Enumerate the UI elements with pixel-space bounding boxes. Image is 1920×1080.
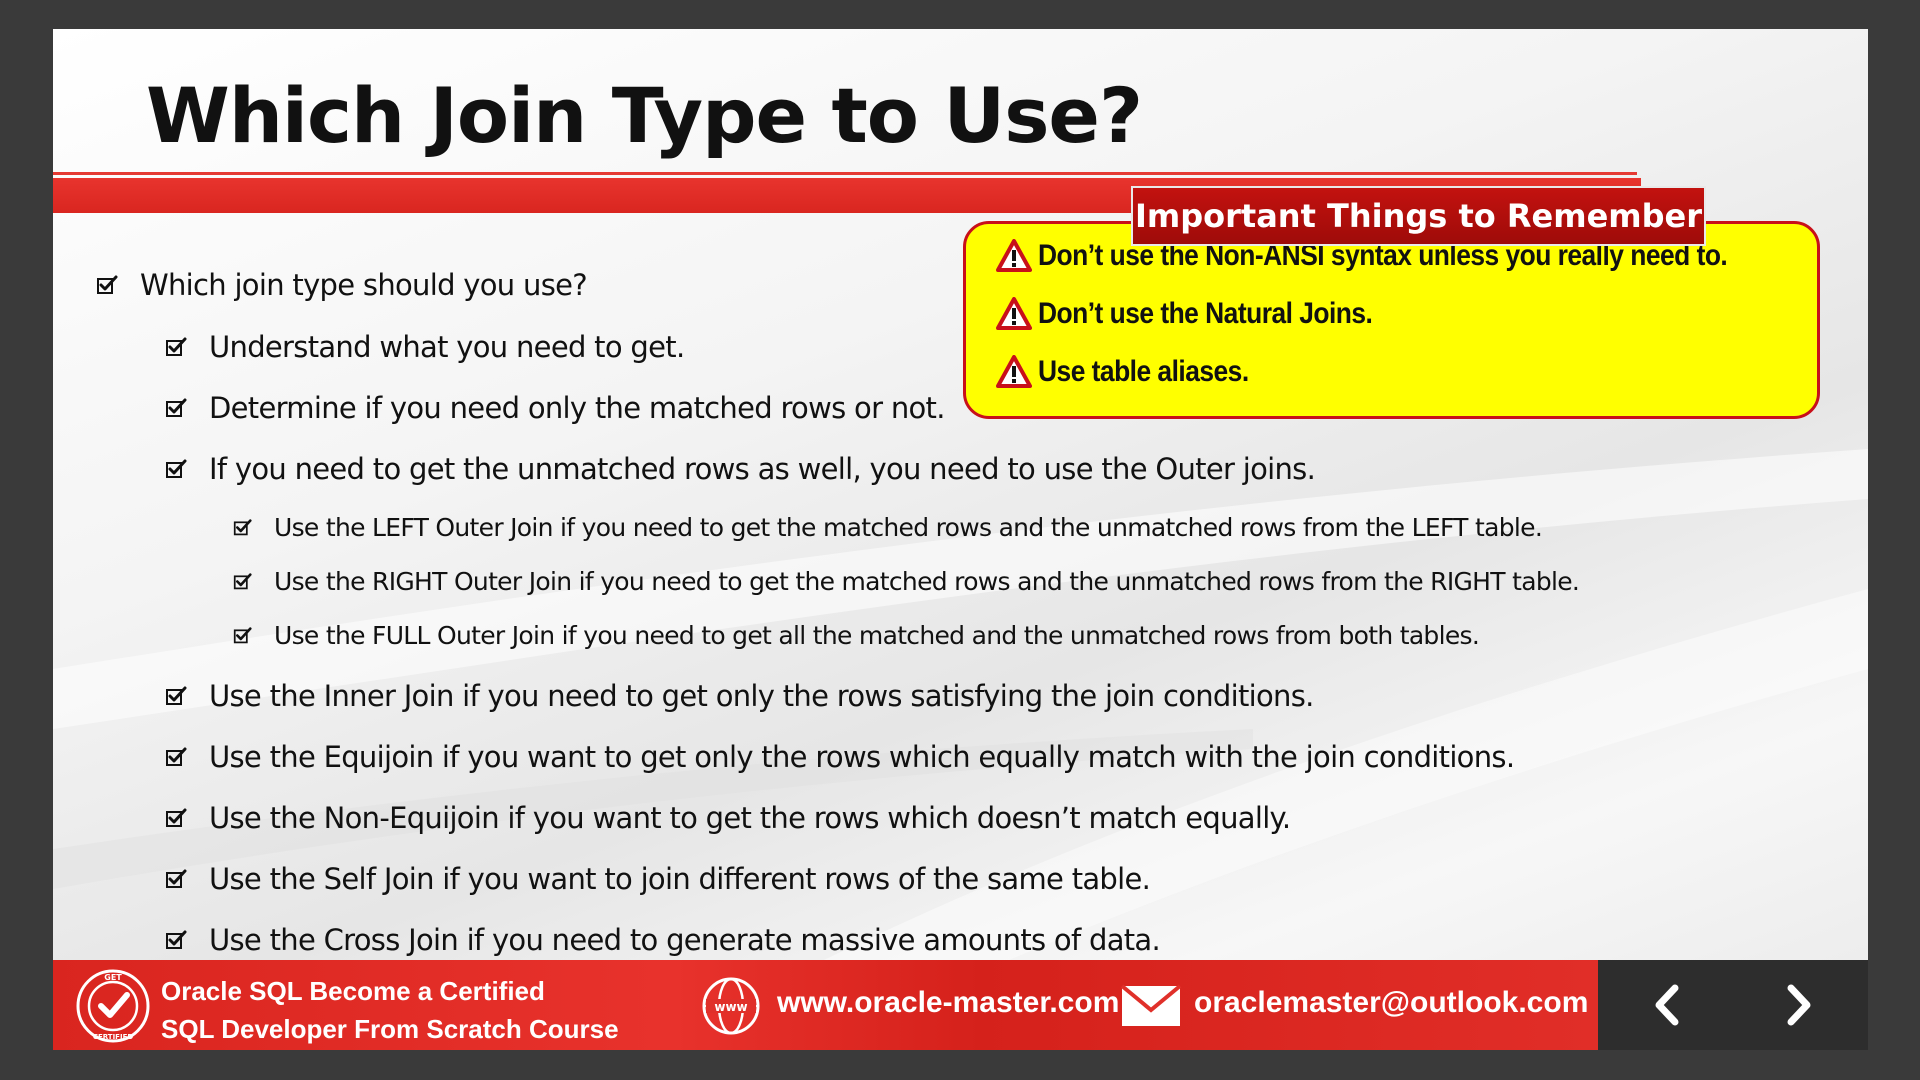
bullet-item-level-2: Use the Non-Equijoin if you want to get … [165, 794, 1291, 842]
background-swoosh [53, 449, 1868, 1050]
bullet-item-level-3: Use the LEFT Outer Join if you need to g… [233, 506, 1543, 548]
bullet-text: Understand what you need to get. [209, 330, 685, 364]
bullet-text: If you need to get the unmatched rows as… [209, 452, 1316, 486]
checkbox-icon [166, 459, 187, 478]
checkbox-icon [233, 572, 252, 589]
bullet-text: Use the RIGHT Outer Join if you need to … [274, 566, 1580, 596]
bullet-text: Determine if you need only the matched r… [209, 391, 945, 425]
course-line-2: SQL Developer From Scratch Course [161, 1014, 619, 1044]
bullet-item-level-2: Use the Inner Join if you need to get on… [165, 672, 1314, 720]
bullet-item-level-3: Use the FULL Outer Join if you need to g… [233, 614, 1480, 656]
callout-item-text: Use table aliases. [1038, 355, 1249, 388]
warning-icon [996, 239, 1032, 272]
bullet-text: Use the Inner Join if you need to get on… [209, 679, 1314, 713]
globe-label: www [714, 1000, 747, 1014]
bullet-text: Which join type should you use? [140, 268, 588, 302]
bullet-item-level-2: Use the Equijoin if you want to get only… [165, 733, 1515, 781]
checkbox-icon [166, 398, 187, 417]
badge-bottom-text: CERTIFIED [93, 1033, 134, 1041]
course-title: Oracle SQL Become a Certified SQL Develo… [161, 972, 619, 1048]
warning-icon [996, 297, 1032, 330]
bullet-text: Use the FULL Outer Join if you need to g… [274, 620, 1480, 650]
title-underline-thin [53, 172, 1637, 175]
footer-nav-area [1598, 960, 1868, 1050]
checkbox-icon [166, 747, 187, 766]
bullet-text: Use the Cross Join if you need to genera… [209, 923, 1161, 957]
next-slide-button[interactable] [1773, 980, 1823, 1030]
checkbox-icon [166, 808, 187, 827]
callout-item: Use table aliases. [996, 350, 1277, 394]
checkbox-icon [166, 337, 187, 356]
bullet-text: Use the Non-Equijoin if you want to get … [209, 801, 1291, 835]
mail-icon [1120, 984, 1182, 1026]
badge-top-text: GET [104, 973, 122, 982]
bullet-text: Use the Self Join if you want to join di… [209, 862, 1151, 896]
bullet-item-level-3: Use the RIGHT Outer Join if you need to … [233, 560, 1580, 602]
previous-slide-button[interactable] [1643, 980, 1693, 1030]
bullet-item-level-2: Use the Self Join if you want to join di… [165, 855, 1151, 903]
callout-heading: Important Things to Remember [1131, 186, 1706, 246]
footer-red-band [53, 960, 1598, 1050]
bullet-text: Use the LEFT Outer Join if you need to g… [274, 512, 1543, 542]
slide: Which Join Type to Use? Important Things… [53, 29, 1868, 1050]
callout-item-text: Don’t use the Natural Joins. [1038, 297, 1373, 330]
checkbox-icon [166, 686, 187, 705]
globe-icon: www [702, 977, 760, 1035]
slide-title: Which Join Type to Use? [146, 71, 1143, 160]
certified-badge-icon: GET CERTIFIED [76, 969, 150, 1043]
bullet-item-level-1: Which join type should you use? [96, 261, 588, 309]
email-link[interactable]: oraclemaster@outlook.com [1194, 986, 1589, 1019]
course-line-1: Oracle SQL Become a Certified [161, 976, 545, 1006]
callout-item: Don’t use the Natural Joins. [996, 292, 1418, 336]
bullet-text: Use the Equijoin if you want to get only… [209, 740, 1515, 774]
checkbox-icon [166, 930, 187, 949]
checkbox-icon [233, 518, 252, 535]
callout-box: Don’t use the Non-ANSI syntax unless you… [963, 221, 1820, 419]
bullet-item-level-2: Determine if you need only the matched r… [165, 384, 945, 432]
checkbox-icon [97, 275, 118, 294]
warning-icon [996, 355, 1032, 388]
bullet-item-level-2: Understand what you need to get. [165, 323, 685, 371]
checkbox-icon [166, 869, 187, 888]
website-link[interactable]: www.oracle-master.com [777, 986, 1120, 1019]
bullet-item-level-2: Use the Cross Join if you need to genera… [165, 916, 1161, 964]
checkbox-icon [233, 626, 252, 643]
footer: GET CERTIFIED Oracle SQL Become a Certif… [53, 960, 1868, 1050]
bullet-item-level-2: If you need to get the unmatched rows as… [165, 445, 1316, 493]
